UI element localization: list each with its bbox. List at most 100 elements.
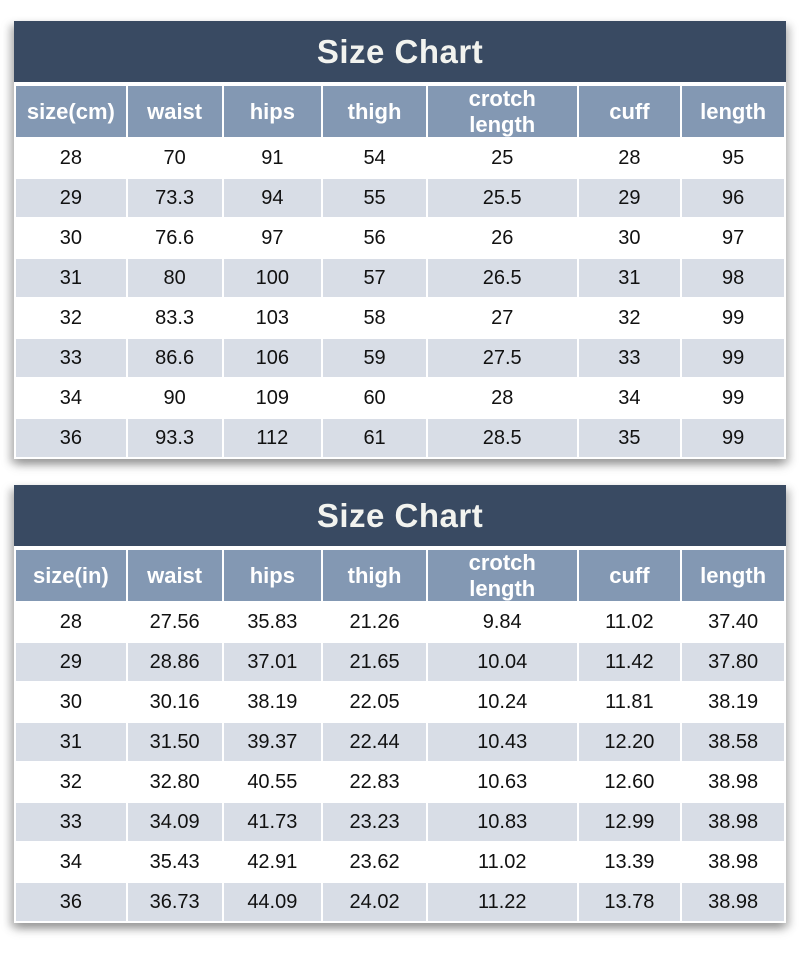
table-cell: 103 (221, 297, 324, 339)
table-cell: 37.80 (680, 641, 786, 683)
table-cell: 35.83 (221, 601, 324, 643)
table-cell: 100 (221, 257, 324, 299)
table-cell: 34 (14, 377, 128, 419)
table-cell: 10.43 (425, 721, 579, 763)
table-cell: 36 (14, 417, 128, 459)
table-cell: 58 (321, 297, 428, 339)
table-row: 33 86.6 106 59 27.5 33 99 (14, 337, 786, 379)
table-cell: 28.5 (425, 417, 579, 459)
table-cell: 31.50 (125, 721, 224, 763)
table-cell: 41.73 (221, 801, 324, 843)
table-cell: 27.5 (425, 337, 579, 379)
table-row: 36 93.3 112 61 28.5 35 99 (14, 417, 786, 459)
table-cell: 99 (680, 417, 786, 459)
table-cell: 11.02 (425, 841, 579, 883)
table-cell: 13.39 (576, 841, 683, 883)
column-header: cuff (576, 548, 683, 603)
table-cell: 22.05 (321, 681, 428, 723)
table-cell: 28.86 (125, 641, 224, 683)
table-cell: 86.6 (125, 337, 224, 379)
table-cell: 42.91 (221, 841, 324, 883)
table-cell: 12.20 (576, 721, 683, 763)
size-chart-cm-table: size(cm) waist hips thigh crotch length cuff l… (14, 84, 786, 459)
size-chart-cm-title: Size Chart (14, 21, 786, 84)
table-cell: 27 (425, 297, 579, 339)
table-cell: 24.02 (321, 881, 428, 923)
table-cell: 109 (221, 377, 324, 419)
column-header: waist (125, 548, 224, 603)
table-cell: 83.3 (125, 297, 224, 339)
table-cell: 93.3 (125, 417, 224, 459)
table-row: 29 73.3 94 55 25.5 29 96 (14, 177, 786, 219)
table-cell: 26 (425, 217, 579, 259)
table-cell: 99 (680, 377, 786, 419)
table-cell: 31 (14, 721, 128, 763)
table-cell: 28 (576, 137, 683, 179)
table-cell: 37.40 (680, 601, 786, 643)
table-cell: 94 (221, 177, 324, 219)
table-cell: 97 (221, 217, 324, 259)
table-cell: 31 (576, 257, 683, 299)
table-cell: 10.63 (425, 761, 579, 803)
table-row: 33 34.09 41.73 23.23 10.83 12.99 38.98 (14, 801, 786, 843)
table-cell: 33 (14, 337, 128, 379)
table-cell: 35 (576, 417, 683, 459)
table-cell: 38.98 (680, 801, 786, 843)
header-row: size(cm) waist hips thigh crotch length cuff l… (14, 84, 786, 139)
table-cell: 97 (680, 217, 786, 259)
table-cell: 22.44 (321, 721, 428, 763)
table-cell: 39.37 (221, 721, 324, 763)
table-cell: 56 (321, 217, 428, 259)
table-cell: 36 (14, 881, 128, 923)
table-row: 28 27.56 35.83 21.26 9.84 11.02 37.40 (14, 601, 786, 643)
table-cell: 28 (425, 377, 579, 419)
column-header: size(in) (14, 548, 128, 603)
table-row: 29 28.86 37.01 21.65 10.04 11.42 37.80 (14, 641, 786, 683)
table-cell: 11.42 (576, 641, 683, 683)
column-header: length (680, 84, 786, 139)
table-cell: 98 (680, 257, 786, 299)
table-cell: 106 (221, 337, 324, 379)
table-cell: 96 (680, 177, 786, 219)
table-cell: 9.84 (425, 601, 579, 643)
table-cell: 10.24 (425, 681, 579, 723)
table-cell: 61 (321, 417, 428, 459)
column-header: crotch length (425, 548, 579, 603)
table-row: 28 70 91 54 25 28 95 (14, 137, 786, 179)
table-cell: 11.22 (425, 881, 579, 923)
table-cell: 25.5 (425, 177, 579, 219)
table-cell: 80 (125, 257, 224, 299)
table-cell: 55 (321, 177, 428, 219)
table-cell: 57 (321, 257, 428, 299)
table-cell: 30 (576, 217, 683, 259)
table-cell: 36.73 (125, 881, 224, 923)
table-cell: 90 (125, 377, 224, 419)
table-cell: 44.09 (221, 881, 324, 923)
table-cell: 91 (221, 137, 324, 179)
table-cell: 38.58 (680, 721, 786, 763)
table-cell: 32 (576, 297, 683, 339)
table-cell: 12.60 (576, 761, 683, 803)
table-row: 32 83.3 103 58 27 32 99 (14, 297, 786, 339)
table-row: 31 80 100 57 26.5 31 98 (14, 257, 786, 299)
table-cell: 29 (576, 177, 683, 219)
column-header: length (680, 548, 786, 603)
table-cell: 95 (680, 137, 786, 179)
table-cell: 38.19 (680, 681, 786, 723)
table-row: 32 32.80 40.55 22.83 10.63 12.60 38.98 (14, 761, 786, 803)
table-row: 30 30.16 38.19 22.05 10.24 11.81 38.19 (14, 681, 786, 723)
table-cell: 30 (14, 217, 128, 259)
column-header: crotch length (425, 84, 579, 139)
table-cell: 99 (680, 297, 786, 339)
size-chart-cm-section: Size Chart size(cm) waist hips thigh crotch … (14, 21, 786, 459)
column-header: hips (221, 84, 324, 139)
table-cell: 34 (576, 377, 683, 419)
column-header: size(cm) (14, 84, 128, 139)
table-cell: 10.04 (425, 641, 579, 683)
table-cell: 30.16 (125, 681, 224, 723)
table-cell: 26.5 (425, 257, 579, 299)
table-row: 34 90 109 60 28 34 99 (14, 377, 786, 419)
size-chart-in-title: Size Chart (14, 485, 786, 548)
table-cell: 34 (14, 841, 128, 883)
